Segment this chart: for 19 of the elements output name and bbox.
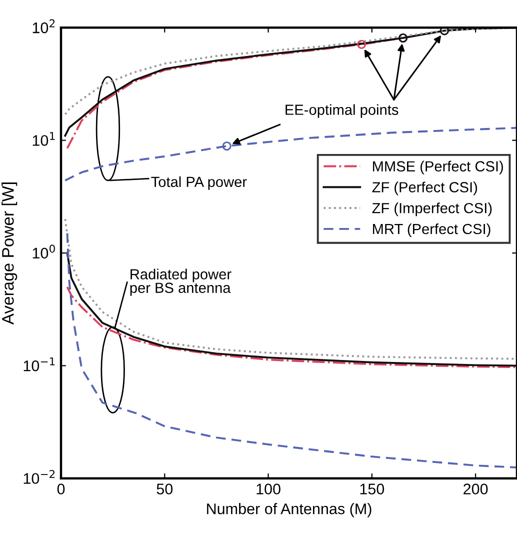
x-axis-title: Number of Antennas (M) <box>207 503 372 518</box>
x-tick-label: 150 <box>360 484 384 494</box>
annotation: Total PA power <box>151 176 247 190</box>
legend-label: MRT (Perfect CSI) <box>373 223 490 238</box>
legend-label: ZF (Perfect CSI) <box>372 182 478 196</box>
legend-label: ZF (Imperfect CSI) <box>372 202 492 216</box>
y-tick-label: 10$^{0}$ <box>32 244 55 259</box>
x-tick-label: 0 <box>57 484 65 494</box>
x-tick-label: 100 <box>256 484 280 494</box>
y-axis-title: Average Power [W] <box>2 182 18 325</box>
x-tick-label: 200 <box>464 484 488 494</box>
y-tick-label: 10$^{−1}$ <box>24 357 55 372</box>
y-tick-label: 10$^{2}$ <box>32 19 55 34</box>
x-tick-label: 50 <box>156 484 173 494</box>
y-tick-label: 10$^{1}$ <box>32 132 55 146</box>
legend-label: MMSE (Perfect CSI) <box>373 160 503 174</box>
annotation: EE-optimal points <box>286 104 398 118</box>
annotation: Radiated power per BS antenna <box>130 268 232 296</box>
y-tick-label: 10$^{−2}$ <box>24 470 55 484</box>
